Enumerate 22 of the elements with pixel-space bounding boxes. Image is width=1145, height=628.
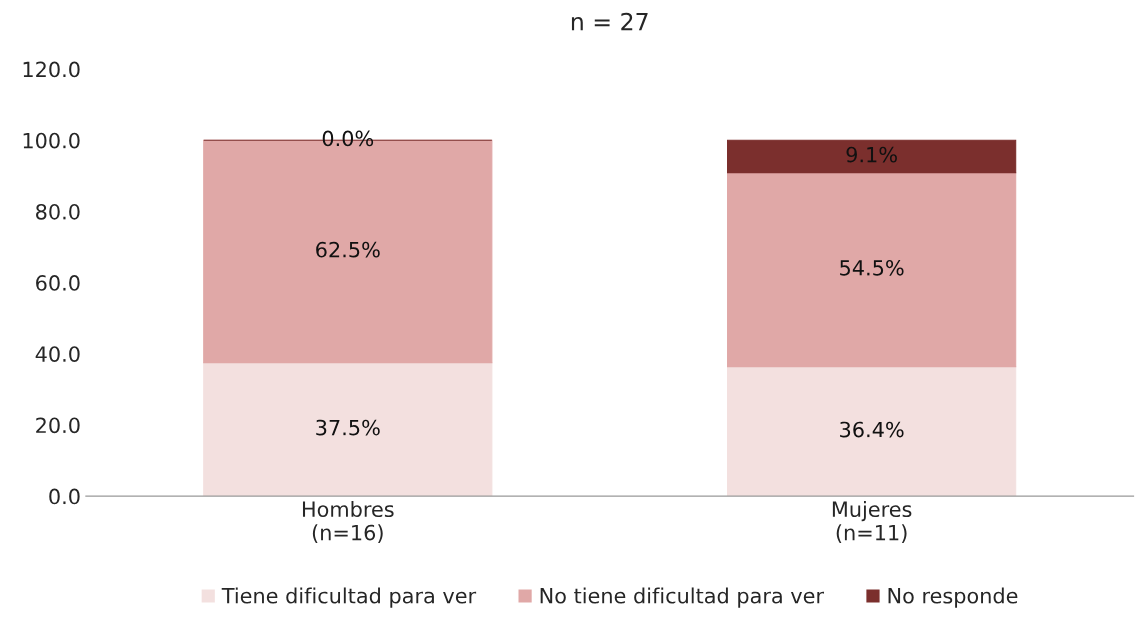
data-label: 37.5% (316, 419, 380, 436)
bar (727, 172, 1017, 368)
data-label: 9.1% (846, 146, 897, 163)
y-tick-label: 20.0 (36, 417, 80, 434)
y-tick-label: 0.0 (49, 488, 80, 505)
y-tick-label: 100.0 (23, 132, 80, 149)
y-tick-label: 40.0 (35, 346, 80, 362)
y-tick-label: 80.0 (36, 203, 80, 220)
legend-label: Tiene dificultad para ver (221, 587, 477, 608)
data-label: 62.5% (316, 241, 380, 258)
bar (727, 139, 1017, 174)
data-label: 36.4% (840, 421, 904, 438)
bar (203, 362, 493, 497)
bar (727, 366, 1017, 497)
x-tick-label: Hombres (n=16) (302, 500, 394, 543)
legend-label: No responde (888, 587, 1018, 608)
chart-title: n = 27 (571, 12, 648, 31)
y-tick-label: 120.0 (23, 61, 80, 78)
x-tick-label: Mujeres (n=11) (832, 500, 912, 543)
data-label: 54.5% (840, 259, 904, 276)
y-tick-label: 60.0 (36, 275, 80, 291)
legend-label: No tiene dificultad para ver (540, 587, 825, 608)
